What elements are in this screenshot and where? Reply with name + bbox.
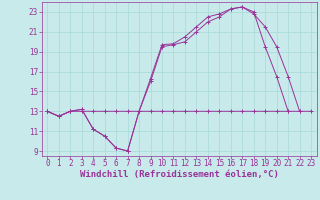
X-axis label: Windchill (Refroidissement éolien,°C): Windchill (Refroidissement éolien,°C) (80, 170, 279, 179)
